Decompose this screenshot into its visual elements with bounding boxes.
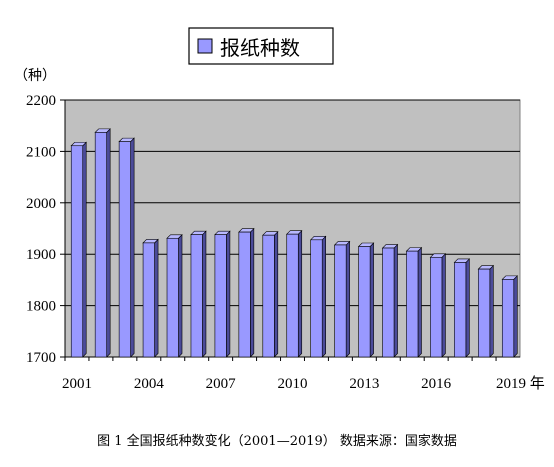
bar-side bbox=[441, 253, 446, 358]
bar bbox=[70, 145, 84, 358]
bar-side bbox=[226, 230, 231, 358]
figure-caption: 图 1 全国报纸种数变化（2001—2019） 数据来源：国家数据 bbox=[97, 434, 457, 449]
bar-side bbox=[82, 141, 87, 358]
bar-side bbox=[130, 137, 135, 358]
bar bbox=[501, 279, 515, 358]
bar-side bbox=[465, 258, 470, 358]
bar-side bbox=[345, 240, 350, 358]
bar bbox=[238, 231, 251, 358]
bar bbox=[478, 268, 491, 358]
bar-side bbox=[513, 275, 518, 358]
bar-side bbox=[393, 243, 398, 358]
bar bbox=[286, 233, 299, 358]
legend-swatch bbox=[197, 38, 213, 54]
bar-side bbox=[297, 229, 303, 358]
bar bbox=[310, 239, 323, 358]
y-tick-label: 1900 bbox=[26, 247, 56, 263]
bar-side bbox=[369, 242, 374, 358]
bar-side bbox=[202, 230, 207, 358]
bar bbox=[262, 234, 275, 358]
legend: 报纸种数 bbox=[188, 27, 334, 65]
bar-side bbox=[417, 246, 422, 358]
bar-side bbox=[178, 234, 183, 358]
y-tick-label: 2000 bbox=[26, 196, 56, 212]
bar-side bbox=[250, 227, 255, 358]
legend-label: 报纸种数 bbox=[220, 36, 300, 60]
x-tick-label: 2016 bbox=[421, 376, 452, 392]
bar-side bbox=[321, 235, 326, 358]
bar bbox=[334, 244, 347, 358]
x-tick-label: 2010 bbox=[278, 376, 308, 392]
bar bbox=[94, 132, 107, 358]
bar bbox=[454, 262, 467, 358]
y-tick-label: 1700 bbox=[26, 350, 56, 366]
bar bbox=[142, 242, 155, 358]
plot-area: 1700 1800 1900 2000 2100 2200 2001 2004 2007 2010… bbox=[26, 93, 545, 392]
y-tick-label: 2100 bbox=[26, 144, 56, 160]
x-tick-label: 2013 bbox=[349, 376, 379, 392]
bar bbox=[406, 250, 419, 358]
x-tick-label: 2007 bbox=[206, 376, 237, 392]
x-tick-label: 2019 年 bbox=[496, 375, 545, 392]
legend-box bbox=[188, 27, 334, 65]
bar bbox=[382, 247, 395, 358]
bar-side bbox=[489, 264, 494, 358]
x-tick-label: 2004 bbox=[134, 376, 165, 392]
bar-side bbox=[106, 128, 111, 358]
y-tick-label: 1800 bbox=[26, 299, 56, 315]
bar bbox=[166, 237, 179, 358]
bar-side bbox=[154, 238, 159, 358]
y-tick-label: 2200 bbox=[26, 93, 56, 109]
bar bbox=[118, 141, 131, 358]
y-axis-unit: （种） bbox=[14, 68, 56, 84]
x-tick-label: 2001 bbox=[62, 376, 92, 392]
bar bbox=[358, 246, 371, 358]
bar bbox=[430, 256, 443, 358]
bar bbox=[214, 234, 227, 358]
bar bbox=[190, 234, 203, 358]
bar-side bbox=[273, 230, 279, 358]
